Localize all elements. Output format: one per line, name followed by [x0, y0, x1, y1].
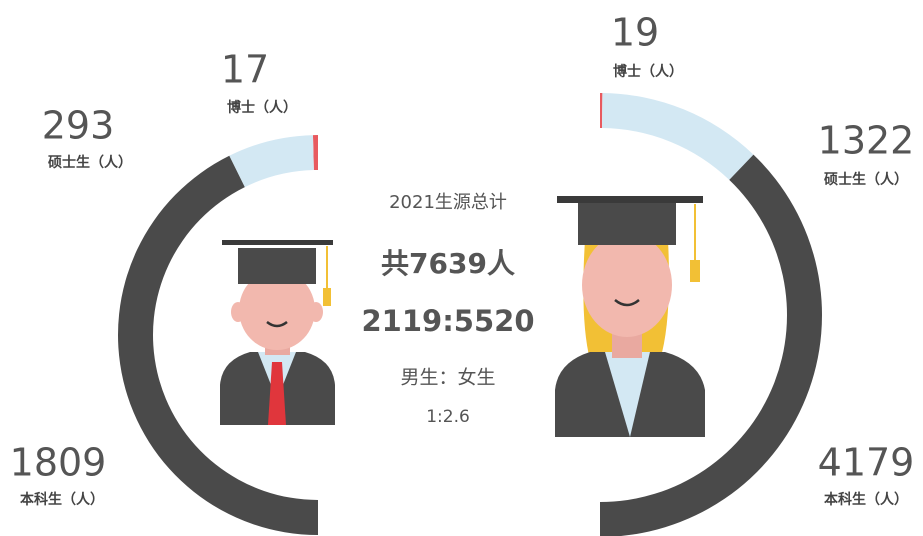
female-icon: [555, 196, 705, 437]
category-label: 博士（人）: [227, 99, 297, 116]
summary-ratio: 1:2.6: [426, 407, 470, 427]
category-label: 本科生（人）: [824, 491, 908, 508]
arc-segment: [600, 93, 603, 129]
arc-segment: [229, 135, 314, 188]
arc-segment: [600, 154, 822, 536]
value-label: 1322: [818, 119, 915, 163]
arc-segment: [602, 93, 754, 180]
value-label: 1809: [10, 441, 107, 485]
value-label: 17: [221, 48, 269, 92]
arc-segment: [312, 135, 318, 171]
male-icon: [220, 240, 335, 425]
category-label: 硕士生（人）: [48, 154, 132, 171]
value-label: 293: [42, 104, 115, 148]
category-label: 本科生（人）: [20, 491, 104, 508]
arcs: [118, 93, 822, 536]
summary-ratio-counts: 2119:5520: [361, 304, 534, 338]
arc-segment: [118, 155, 319, 535]
value-label: 19: [611, 11, 659, 55]
value-label: 4179: [818, 441, 915, 485]
summary-title: 2021生源总计: [389, 192, 507, 213]
category-label: 博士（人）: [613, 63, 683, 80]
category-label: 硕士生（人）: [824, 171, 908, 188]
summary-total: 共7639人: [381, 247, 515, 280]
summary-ratio-label: 男生：女生: [400, 367, 495, 389]
